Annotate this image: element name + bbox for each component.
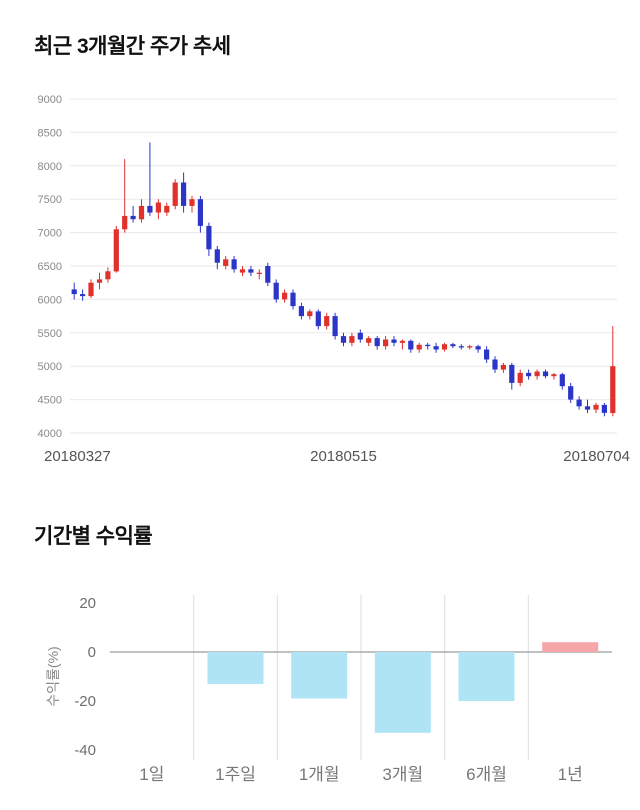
svg-text:-20: -20	[74, 693, 96, 710]
svg-text:6500: 6500	[38, 261, 62, 273]
svg-text:-40: -40	[74, 742, 96, 759]
svg-text:5000: 5000	[38, 361, 62, 373]
svg-text:1년: 1년	[558, 765, 583, 784]
period-returns-title: 기간별 수익률	[34, 525, 153, 548]
svg-text:4500: 4500	[38, 395, 62, 407]
svg-text:20180515: 20180515	[310, 448, 377, 465]
svg-text:9000: 9000	[38, 94, 62, 106]
svg-text:4000: 4000	[38, 428, 62, 440]
price-candlestick-chart: 4000 4500 5000 5500 6000 6500 7000 7500 8000 8500…	[38, 94, 630, 465]
svg-text:8500: 8500	[38, 127, 62, 139]
svg-text:20180327: 20180327	[44, 448, 111, 465]
price-trend-title: 최근 3개월간 주가 추세	[34, 35, 231, 58]
svg-text:3개월: 3개월	[382, 765, 423, 784]
svg-text:1일: 1일	[139, 765, 164, 784]
svg-text:8000: 8000	[38, 161, 62, 173]
svg-text:6개월: 6개월	[466, 765, 507, 784]
svg-text:5500: 5500	[38, 328, 62, 340]
svg-text:수익률(%): 수익률(%)	[45, 646, 61, 706]
svg-text:7500: 7500	[38, 194, 62, 206]
svg-text:6000: 6000	[38, 294, 62, 306]
svg-text:20180704: 20180704	[563, 448, 630, 465]
period-returns-bar-chart: 20 0 -20 -40 1일 1주일 1개월 3개월 6개월 1년 수익률(%)	[45, 595, 612, 784]
svg-text:20: 20	[79, 595, 96, 612]
svg-text:1주일: 1주일	[215, 765, 256, 784]
svg-text:7000: 7000	[38, 228, 62, 240]
svg-text:1개월: 1개월	[299, 765, 340, 784]
svg-text:0: 0	[88, 644, 96, 661]
